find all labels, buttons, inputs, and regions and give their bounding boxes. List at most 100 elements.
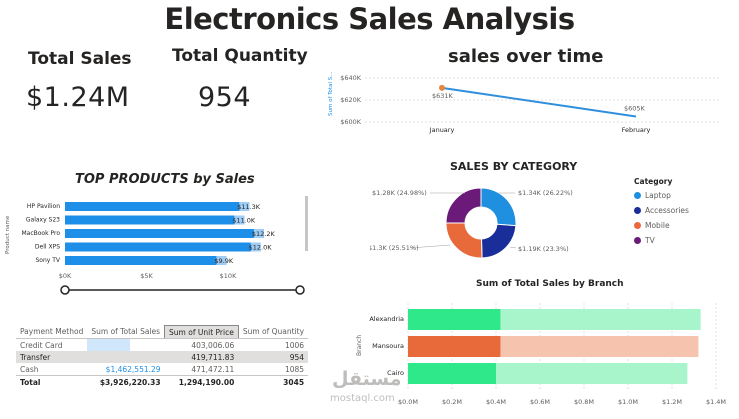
sot-ytick: $600K [340, 118, 362, 126]
tp-xtick: $10K [220, 272, 237, 280]
branch-xtick: $0.0M [398, 398, 418, 406]
donut-slice-tv [445, 187, 482, 224]
branch-xtick: $0.6M [530, 398, 550, 406]
tp-bar [65, 242, 261, 252]
cell-quantity: 3045 [238, 375, 309, 388]
sales-over-time-title: sales over time [448, 46, 604, 67]
sot-data-label-february: $605K [624, 105, 646, 113]
tp-data-label: $11.3K [237, 203, 261, 211]
sot-xtick: February [622, 126, 651, 134]
tp-xtick: $5K [140, 272, 153, 280]
cell-unit-price: 403,006.06 [191, 340, 235, 350]
watermark-logo: مستقل [332, 368, 402, 390]
branch-bar-highlight [408, 363, 496, 384]
branch-xtick: $0.8M [574, 398, 594, 406]
legend-title: Category [634, 177, 673, 186]
sot-ytick: $640K [340, 74, 362, 82]
branch-category-label: Mansoura [372, 342, 404, 350]
sales-over-time-chart: Sum of Total S... $631K $605K $640K $620… [328, 71, 720, 134]
col-header-payment-method[interactable]: Payment Method [16, 325, 88, 339]
sales-by-category-title: SALES BY CATEGORY [450, 160, 578, 173]
tp-category-label: HP Pavilion [27, 203, 60, 210]
legend-item-laptop[interactable]: Laptop [634, 191, 689, 200]
cell-sales [87, 338, 165, 351]
branch-xtick: $1.4M [706, 398, 726, 406]
donut-leader-line [409, 244, 451, 249]
tp-data-label: $11.0K [232, 217, 256, 225]
tp-bar-highlight [253, 229, 264, 238]
tp-bar-highlight [239, 202, 250, 211]
tp-category-label: Sony TV [35, 257, 60, 264]
tp-bar-highlight [250, 242, 261, 252]
branch-ylabel: Branch [356, 335, 363, 356]
total-quantity-value: 954 [198, 82, 252, 113]
page-title: Electronics Sales Analysis [164, 2, 575, 36]
col-header-total-sales[interactable]: Sum of Total Sales [87, 325, 165, 339]
donut-leader-line [509, 246, 517, 249]
branch-xtick: $0.4M [486, 398, 506, 406]
tp-scrollbar[interactable] [305, 196, 308, 251]
branch-xtick: $1.0M [618, 398, 638, 406]
branch-xtick: $0.2M [442, 398, 462, 406]
tp-category-label: MacBook Pro [21, 230, 60, 237]
table-total-row: Total $3,926,220.33 1,294,190.00 3045 [16, 375, 309, 388]
branch-category-label: Alexandria [369, 315, 404, 323]
cell-quantity: 1085 [284, 364, 305, 374]
tp-bar [65, 256, 227, 265]
cell-sales: $3,926,220.33 [87, 375, 165, 388]
legend-item-accessories[interactable]: Accessories [634, 206, 689, 215]
total-sales-value: $1.24M [26, 82, 130, 113]
legend-item-tv[interactable]: TV [634, 236, 689, 245]
cell-sales: $1,462,551.29 [105, 364, 161, 374]
cell-method: Credit Card [20, 340, 63, 350]
table-row[interactable]: Cash $1,462,551.29 471,472.11 1085 [16, 363, 308, 376]
slice-label-mobile: $1.3K (25.51%) [370, 244, 419, 252]
tp-data-label: $12.0K [249, 244, 273, 252]
sot-ytick: $620K [340, 96, 362, 104]
watermark-url: mostaql.com [330, 393, 395, 404]
branch-category-label: Cairo [387, 369, 404, 377]
branch-bar-highlight [408, 336, 501, 357]
tp-data-label: $12.2K [252, 230, 276, 238]
tp-bar-highlight [216, 256, 227, 265]
cell-quantity: 1006 [284, 340, 305, 350]
category-legend: Category Laptop Accessories Mobile TV [634, 177, 689, 251]
payment-table: Payment Method Sum of Total Sales Sum of… [16, 325, 309, 388]
tp-range-slider-start-handle[interactable] [60, 285, 70, 295]
donut-slice-accessories [480, 223, 517, 259]
col-header-quantity[interactable]: Sum of Quantity [238, 325, 309, 339]
legend-item-mobile[interactable]: Mobile [634, 221, 689, 230]
col-header-unit-price[interactable]: Sum of Unit Price [164, 325, 239, 339]
sales-by-branch-chart: Branch Alexandria Mansoura Cairo $0.0M $0.2… [356, 303, 726, 406]
branch-bar-highlight [408, 309, 501, 330]
sales-by-category-donut: $1.28K (24.98%) $1.34K (26.22%) $1.3K (2… [370, 187, 573, 259]
table-row[interactable]: Transfer 419,711.83 954 [16, 351, 309, 363]
total-quantity-label: Total Quantity [172, 46, 308, 66]
tp-category-label: Dell XPS [35, 244, 60, 251]
sot-ylabel: Sum of Total S... [328, 71, 334, 116]
slice-label-laptop: $1.34K (26.22%) [518, 189, 573, 197]
cell-method: Transfer [16, 351, 88, 363]
cell-unit-price: 471,472.11 [191, 364, 235, 374]
cell-unit-price: 419,711.83 [164, 351, 239, 363]
sot-series-line [441, 86, 637, 118]
total-sales-label: Total Sales [28, 49, 132, 69]
tp-bar [65, 215, 245, 225]
sot-data-label-january: $631K [432, 92, 454, 100]
cell-method: Total [16, 375, 88, 388]
tp-bar [65, 202, 250, 211]
tp-range-slider-end-handle[interactable] [295, 285, 305, 295]
donut-slice-mobile [445, 222, 483, 259]
table-row[interactable]: Credit Card 403,006.06 1006 [16, 338, 308, 351]
branch-xtick: $1.2M [662, 398, 682, 406]
slice-label-tv: $1.28K (24.98%) [372, 189, 427, 197]
top-products-chart: Product name HP Pavilion $11.3K Galaxy S23… [5, 196, 308, 295]
cell-sales [87, 351, 165, 363]
cell-quantity: 954 [238, 351, 309, 363]
sot-xtick: January [429, 126, 455, 134]
tp-bar-highlight [234, 215, 245, 225]
cell-unit-price: 1,294,190.00 [164, 375, 239, 388]
donut-slice-laptop [480, 187, 517, 227]
sot-marker-january [439, 84, 445, 91]
tp-bar [65, 229, 264, 238]
